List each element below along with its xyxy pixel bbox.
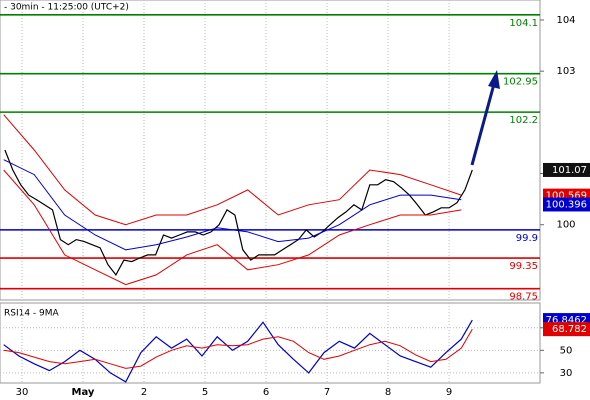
x-tick-label: 8 [385, 387, 391, 398]
projection-arrow [470, 70, 500, 166]
series-line [3, 159, 462, 251]
x-tick-label: 6 [263, 387, 269, 398]
price-marker-label: 101.07 [552, 165, 587, 176]
series-line [3, 319, 473, 383]
series-line [3, 114, 462, 226]
level-label: 99.9 [516, 233, 538, 244]
rsi-title: RSI14 - 9MA [4, 309, 60, 319]
level-label: 102.2 [509, 115, 538, 126]
y-tick-label: 100 [556, 220, 575, 231]
price-panel [0, 0, 541, 301]
rsi-panel [0, 302, 541, 384]
x-tick-label: 5 [202, 387, 208, 398]
y-tick-label: 103 [556, 66, 575, 77]
y-tick-label: 104 [556, 15, 575, 26]
x-tick-label: 30 [16, 387, 29, 398]
x-tick-label: 9 [446, 387, 452, 398]
level-label: 98.75 [509, 292, 538, 303]
level-label: 104.1 [509, 18, 538, 29]
series-line [4, 149, 473, 276]
level-label: 99.35 [509, 261, 538, 272]
y-tick-label: 30 [560, 368, 573, 379]
series-line [3, 169, 462, 286]
level-label: 102.95 [503, 77, 538, 88]
price-marker [543, 162, 590, 177]
price-marker-label: 76.8462 [546, 315, 587, 326]
x-tick-label: 7 [324, 387, 330, 398]
price-marker-label: 68.782 [552, 324, 587, 335]
price-marker-label: 100.396 [546, 199, 587, 210]
price-marker-label: 100.569 [546, 191, 587, 202]
arrow-shaft [470, 83, 496, 166]
x-tick-label: 2 [141, 387, 147, 398]
price-marker [543, 197, 590, 212]
price-marker [543, 322, 590, 337]
y-tick-label: 50 [560, 345, 573, 356]
series-line [3, 328, 473, 369]
x-tick-label: May [72, 387, 95, 398]
arrow-head [488, 70, 500, 89]
chart-title: - 30min - 11:25:00 (UTC+2) [4, 3, 129, 13]
